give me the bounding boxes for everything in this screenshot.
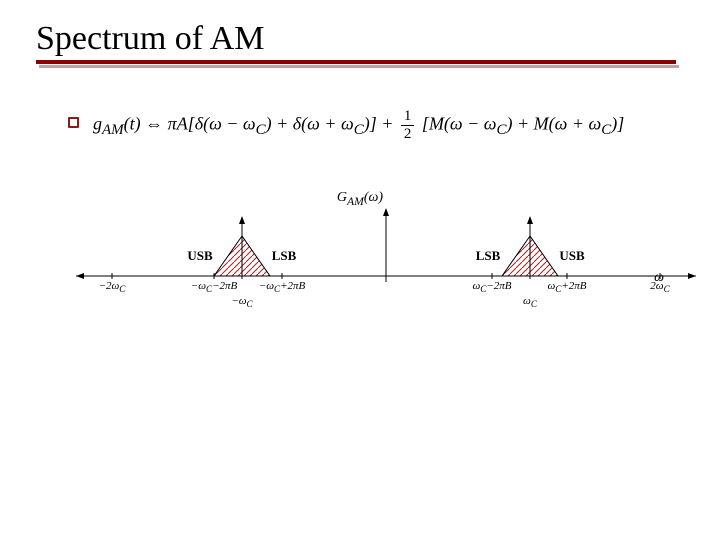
pos-usb-label: USB	[559, 248, 584, 264]
f-d1b: ) + δ(ω + ω	[266, 114, 354, 134]
am-spectrum-formula: gAM(t) ⇔ πA[δ(ω − ωC) + δ(ω + ωC)] + 1 2…	[93, 108, 624, 143]
frac-den: 2	[401, 126, 415, 143]
tick-neg2wc: −2ωC	[99, 280, 126, 294]
f-coefA: πA	[168, 114, 188, 134]
f-sym: ⇔	[145, 114, 168, 134]
underline-main	[36, 60, 676, 64]
spectrum-diagram: GAM(ω) ω USB LSB LSB USB −2ωC −ωC−2πB −ω…	[72, 198, 648, 348]
tick-negwc: −ωC	[231, 295, 252, 309]
tick-poslsbedge: ωC−2πB	[472, 280, 511, 294]
underline-shadow	[39, 65, 679, 68]
tick-neglsbedge: −ωC−2πB	[191, 280, 237, 294]
f-d1c2: C	[354, 122, 364, 138]
tick-pos2wc: 2ωC	[650, 280, 669, 294]
title-block: Spectrum of AM	[36, 20, 684, 68]
fraction-half: 1 2	[401, 108, 415, 143]
f-lhs-sub: AM	[102, 122, 124, 138]
f-M1: M(ω − ω	[429, 114, 497, 134]
ylabel-sub: AM	[347, 195, 364, 208]
f-d1: δ(ω − ω	[195, 114, 256, 134]
tick-negusbedge: −ωC+2πB	[259, 280, 305, 294]
formula-row: gAM(t) ⇔ πA[δ(ω − ωC) + δ(ω + ωC)] + 1 2…	[36, 108, 684, 143]
ylabel-G: G	[337, 190, 347, 205]
f-bracket-close2: ]	[617, 114, 624, 134]
title-underline	[36, 60, 676, 68]
f-bracket-open2: [	[422, 114, 429, 134]
f-plus: +	[381, 114, 398, 134]
f-lhs: g	[93, 114, 102, 134]
f-bracket-close: ]	[370, 114, 377, 134]
frac-num: 1	[401, 108, 415, 126]
ylabel-arg: (ω)	[364, 190, 383, 205]
f-Mc1: C	[497, 122, 507, 138]
f-M2: ) + M(ω + ω	[507, 114, 602, 134]
y-axis-label: GAM(ω)	[337, 190, 383, 208]
tick-poswc: ωC	[523, 295, 537, 309]
pos-lsb-label: LSB	[476, 248, 501, 264]
tick-posusbedge: ωC+2πB	[547, 280, 586, 294]
neg-lsb-label: LSB	[272, 248, 297, 264]
f-Mc2: C	[601, 122, 611, 138]
spectrum-svg	[72, 208, 700, 318]
f-bracket-open: [	[188, 114, 195, 134]
f-lhs-arg: (t)	[124, 114, 141, 134]
bullet-icon	[68, 117, 79, 128]
neg-usb-label: USB	[187, 248, 212, 264]
slide-title: Spectrum of AM	[36, 20, 684, 60]
f-d1c: C	[256, 122, 266, 138]
